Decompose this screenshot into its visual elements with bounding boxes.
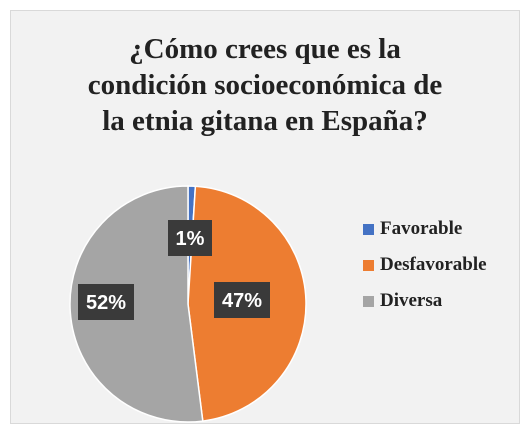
legend-swatch-diversa bbox=[363, 295, 374, 307]
chart-title-line-3: la etnia gitana en España? bbox=[102, 105, 428, 137]
chart-frame: ¿Cómo crees que es la condición socioeco… bbox=[10, 10, 520, 424]
legend-item-desfavorable: Desfavorable bbox=[363, 247, 487, 283]
data-label-box bbox=[168, 220, 212, 256]
data-label-text: 47% bbox=[222, 290, 262, 312]
legend-label-diversa: Diversa bbox=[380, 290, 443, 311]
chart-title-line-1: ¿Cómo crees que es la bbox=[129, 33, 401, 65]
data-label-box bbox=[214, 282, 270, 318]
data-label-text: 1% bbox=[176, 228, 205, 250]
legend-swatch-favorable bbox=[363, 223, 374, 235]
pie-chart: 1% 47% 52% bbox=[69, 185, 307, 423]
legend: Favorable Desfavorable Diversa bbox=[363, 211, 487, 319]
data-label-text: 52% bbox=[86, 292, 126, 314]
chart-title-line-2: condición socioeconómica de bbox=[87, 69, 443, 101]
data-label-diversa: 52% bbox=[78, 284, 134, 320]
legend-item-diversa: Diversa bbox=[363, 283, 487, 319]
legend-label-desfavorable: Desfavorable bbox=[380, 254, 487, 275]
data-label-desfavorable: 47% bbox=[214, 282, 270, 318]
chart-title: ¿Cómo crees que es la condición socioeco… bbox=[11, 31, 519, 139]
legend-label-favorable: Favorable bbox=[380, 218, 463, 239]
data-label-favorable: 1% bbox=[168, 220, 212, 256]
data-label-box bbox=[78, 284, 134, 320]
legend-item-favorable: Favorable bbox=[363, 211, 487, 247]
legend-swatch-desfavorable bbox=[363, 259, 374, 271]
